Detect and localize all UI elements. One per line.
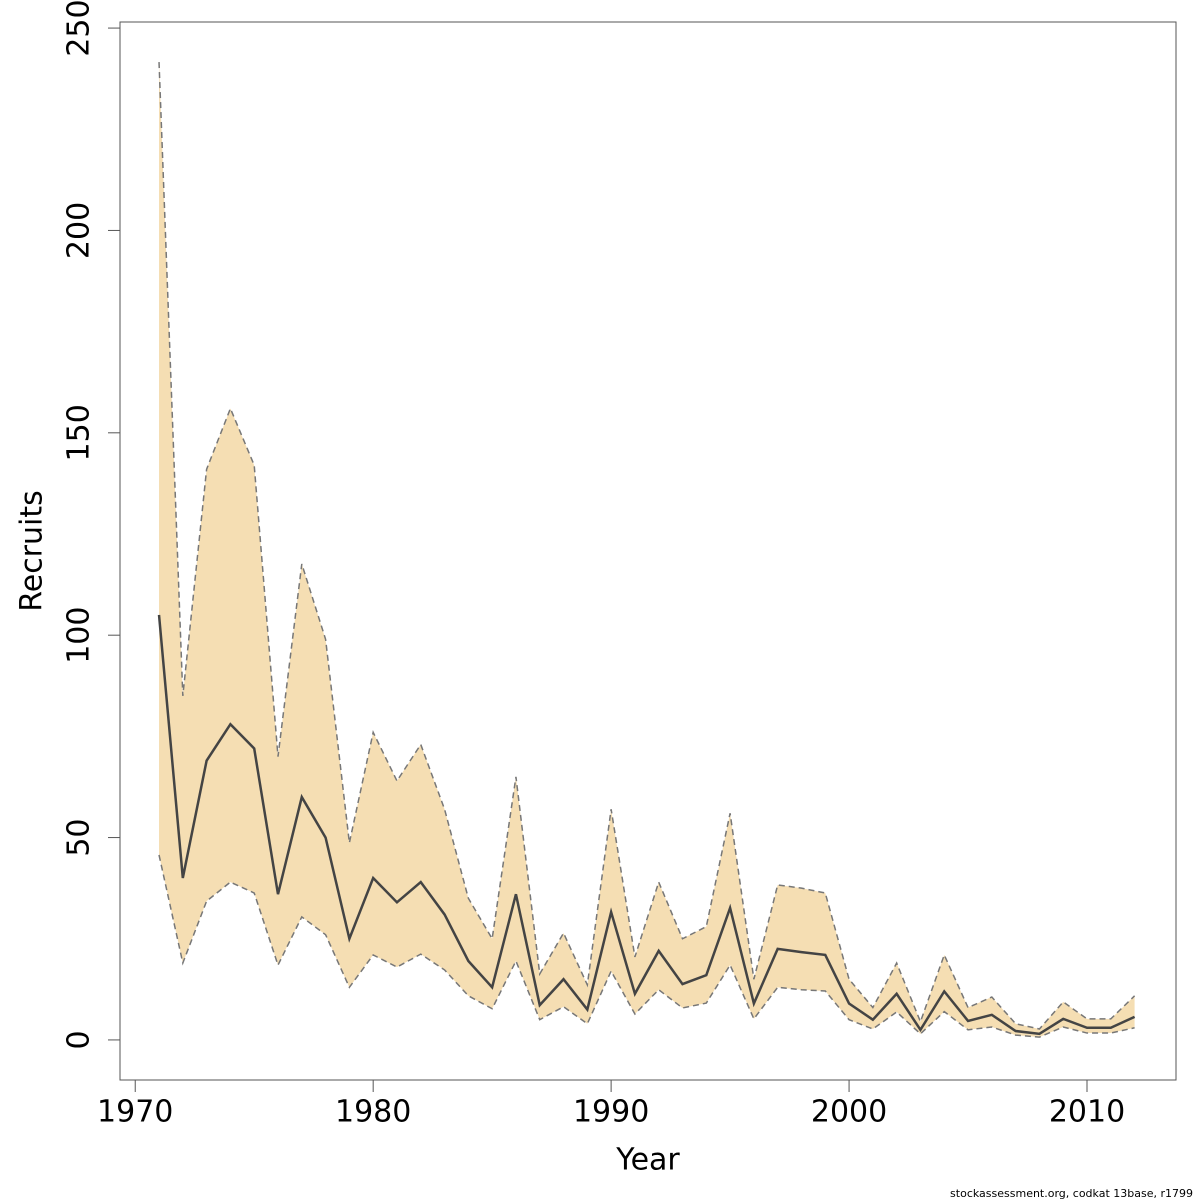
x-tick-label: 2000	[811, 1095, 887, 1130]
x-tick-label: 1980	[335, 1095, 411, 1130]
y-axis-title: Recruits	[15, 490, 50, 612]
x-tick-label: 1970	[97, 1095, 173, 1130]
estimate-line	[157, 614, 1136, 1036]
y-tick-label: 200	[62, 202, 97, 259]
y-tick-label: 150	[62, 404, 97, 461]
interval-line	[158, 854, 1135, 1038]
footnote: stockassessment.org, codkat 13base, r179…	[950, 1187, 1193, 1200]
y-tick-label: 0	[62, 1030, 97, 1049]
interval-line	[158, 62, 1136, 1030]
confidence-band	[159, 62, 1135, 1038]
x-tick-label: 2010	[1049, 1095, 1125, 1130]
y-tick-label: 250	[62, 0, 97, 57]
x-axis-title: Year	[615, 1143, 680, 1178]
y-tick-label: 50	[62, 818, 97, 856]
x-tick-label: 1990	[573, 1095, 649, 1130]
y-tick-label: 100	[62, 607, 97, 664]
